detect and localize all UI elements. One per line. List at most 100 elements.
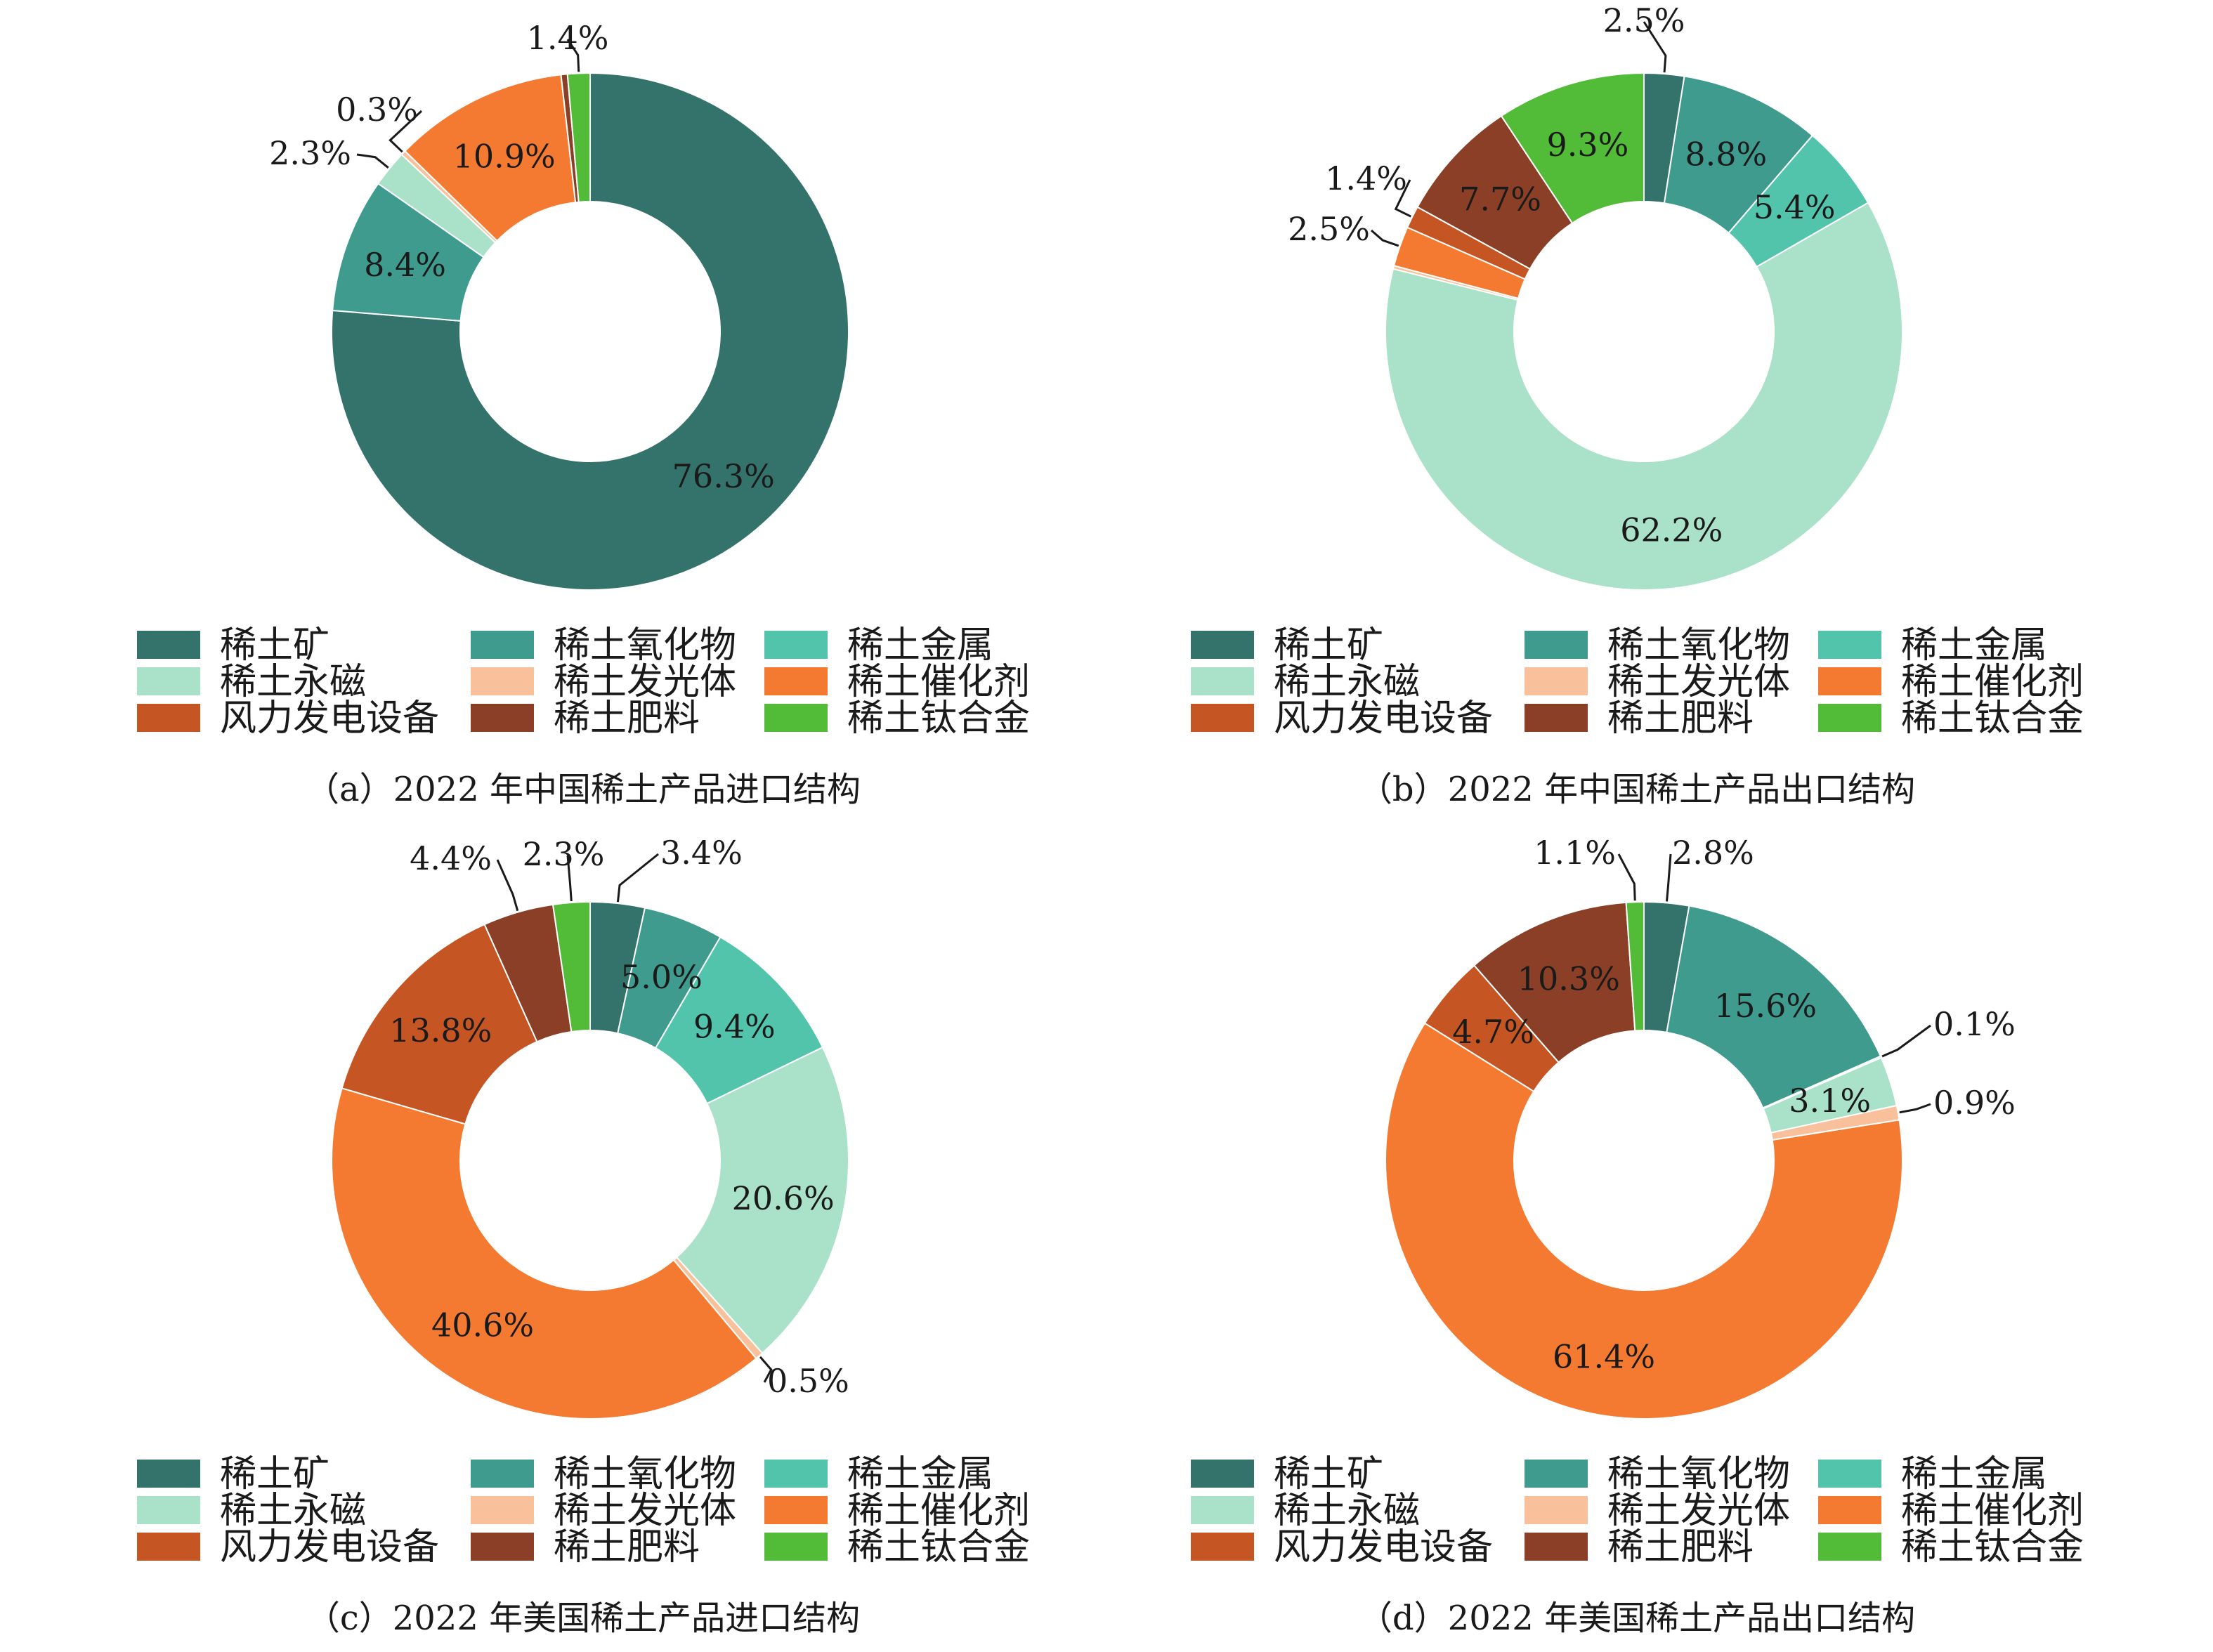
legend-label-wind: 风力发电设备 (1274, 1526, 1493, 1568)
slice-label-magnet: 20.6% (732, 1179, 835, 1217)
legend-swatch-oxide (1525, 631, 1588, 659)
slice-label-magnet: 2.3% (269, 134, 351, 172)
legend-label-oxide: 稀土氧化物 (1607, 1453, 1790, 1495)
leader-line-metal (1881, 1024, 1931, 1058)
panel-caption: （c）2022 年美国稀土产品进口结构 (306, 1599, 860, 1638)
leader-line-magnet (356, 153, 389, 169)
legend-label-phosphor: 稀土发光体 (1607, 661, 1790, 703)
slice-label-catalyst: 10.9% (453, 137, 556, 175)
legend-swatch-catalyst (764, 1496, 828, 1524)
legend-swatch-phosphor (471, 667, 534, 695)
legend-label-ore: 稀土矿 (220, 1453, 329, 1495)
legend-swatch-oxide (471, 1460, 534, 1488)
legend-swatch-oxide (1525, 1460, 1588, 1488)
slice-label-oxide: 5.0% (620, 958, 703, 996)
legend-label-magnet: 稀土永磁 (1274, 1490, 1420, 1532)
leader-line-fertilizer (496, 859, 519, 912)
legend-label-catalyst: 稀土催化剂 (847, 1490, 1030, 1532)
slice-label-oxide: 15.6% (1714, 987, 1817, 1025)
slice-label-ti-alloy: 2.3% (523, 835, 605, 873)
slice-label-ti-alloy: 1.4% (527, 19, 609, 57)
legend-swatch-magnet (137, 1496, 200, 1524)
panel-b-china-export: 2.5% 8.8% 5.4% 62.2% 2.5% 1.4% 7.7% 9.3% 稀土矿 稀土氧化… (1082, 0, 2136, 815)
legend-label-phosphor: 稀土发光体 (554, 1490, 736, 1532)
legend-label-fertilizer: 稀土肥料 (1607, 1526, 1754, 1568)
donut-chart-svg: 3.4% 5.0% 9.4% 20.6% 0.5% 40.6% 13.8% 4.4% 2.3% 稀… (137, 834, 1030, 1638)
legend-swatch-fertilizer (1525, 1533, 1588, 1561)
legend-swatch-magnet (1191, 667, 1254, 695)
slice-ti-alloy (1500, 72, 1645, 225)
legend-swatch-catalyst (1818, 667, 1881, 695)
legend-label-wind: 风力发电设备 (220, 1526, 439, 1568)
legend-swatch-metal (1818, 1460, 1881, 1488)
slice-label-phosphor: 0.3% (336, 91, 418, 129)
legend-swatch-ore (1191, 631, 1254, 659)
slice-label-ore: 2.8% (1672, 834, 1754, 872)
legend-swatch-magnet (137, 667, 200, 695)
leader-line-ti-alloy (566, 39, 580, 72)
slice-label-wind: 13.8% (389, 1011, 492, 1049)
donut-chart-svg: 2.5% 8.8% 5.4% 62.2% 2.5% 1.4% 7.7%9.3% 稀土矿 稀土氧化… (1191, 1, 2084, 809)
legend-swatch-phosphor (1525, 1496, 1588, 1524)
slice-label-catalyst: 40.6% (431, 1306, 534, 1344)
slice-label-ore: 2.5% (1603, 1, 1685, 39)
slice-label-phosphor: 0.9% (1933, 1084, 2016, 1122)
legend-swatch-ti-alloy (1818, 1533, 1881, 1561)
leader-line-wind (1394, 179, 1411, 218)
legend-label-magnet: 稀土永磁 (220, 661, 366, 703)
legend-label-ore: 稀土矿 (220, 624, 329, 667)
panel-d-us-export: 2.8% 15.6% 0.1% 3.1% 0.9% 61.4% 4.7% 10.3% 1.1% 稀… (1082, 829, 2136, 1644)
legend-swatch-wind (1191, 704, 1254, 732)
slice-label-metal: 5.4% (1754, 188, 1836, 226)
panel-caption: （d）2022 年美国稀土产品出口结构 (1359, 1599, 1915, 1638)
slice-label-wind: 4.7% (1452, 1013, 1534, 1051)
legend-swatch-metal (1818, 631, 1881, 659)
legend-label-metal: 稀土金属 (847, 624, 993, 667)
slice-label-fertilizer: 7.7% (1459, 181, 1541, 218)
slice-label-catalyst: 61.4% (1553, 1337, 1655, 1375)
legend-swatch-ti-alloy (764, 704, 828, 732)
panel-caption: （b）2022 年中国稀土产品出口结构 (1359, 770, 1915, 809)
legend-label-catalyst: 稀土催化剂 (1901, 1490, 2084, 1532)
legend-swatch-wind (137, 704, 200, 732)
legend-label-wind: 风力发电设备 (1274, 697, 1493, 740)
legend-label-ti-alloy: 稀土钛合金 (847, 1526, 1030, 1568)
slice-label-magnet: 62.2% (1620, 511, 1723, 549)
slice-label-fertilizer: 10.3% (1517, 959, 1620, 997)
slice-label-oxide: 8.4% (364, 246, 446, 284)
legend-swatch-catalyst (764, 667, 828, 695)
legend-label-fertilizer: 稀土肥料 (1607, 697, 1754, 740)
legend-label-catalyst: 稀土催化剂 (847, 661, 1030, 703)
leader-line-ore (1643, 21, 1667, 73)
panel-caption: （a）2022 年中国稀土产品进口结构 (306, 770, 861, 809)
donut-chart-svg: 2.8% 15.6% 0.1% 3.1% 0.9% 61.4% 4.7% 10.3% 1.1% 稀… (1191, 834, 2084, 1638)
slice-oxide (1666, 905, 1882, 1109)
leader-line-phosphor (1899, 1103, 1931, 1114)
slice-label-ore: 76.3% (672, 457, 775, 495)
panel-a-china-import: 76.3% 8.4% 2.3% 0.3% 10.9% 1.4% 稀土矿 稀土氧化物 稀土金属 稀土… (28, 0, 1082, 815)
leader-line-ore (1666, 853, 1672, 902)
legend-label-wind: 风力发电设备 (220, 697, 439, 740)
leader-line-catalyst (1371, 229, 1399, 247)
slice-label-metal: 0.1% (1933, 1005, 2016, 1043)
legend-swatch-phosphor (1525, 667, 1588, 695)
legend-swatch-metal (764, 1460, 828, 1488)
legend-swatch-ti-alloy (764, 1533, 828, 1561)
legend-label-phosphor: 稀土发光体 (554, 661, 736, 703)
slice-label-ore: 3.4% (660, 834, 743, 872)
legend-swatch-magnet (1191, 1496, 1254, 1524)
legend-label-magnet: 稀土永磁 (1274, 661, 1420, 703)
slice-catalyst (331, 1087, 757, 1420)
donut-chart-svg: 76.3% 8.4% 2.3% 0.3% 10.9% 1.4% 稀土矿 稀土氧化物 稀土金属稀土… (137, 19, 1030, 809)
slice-wind (341, 923, 538, 1125)
slice-catalyst (1385, 1022, 1903, 1420)
legend-swatch-metal (764, 631, 828, 659)
legend-label-fertilizer: 稀土肥料 (554, 1526, 700, 1568)
slice-ore (331, 72, 849, 591)
panel-c-us-import: 3.4% 5.0% 9.4% 20.6% 0.5% 40.6% 13.8% 4.4% 2.3% 稀… (28, 829, 1082, 1644)
